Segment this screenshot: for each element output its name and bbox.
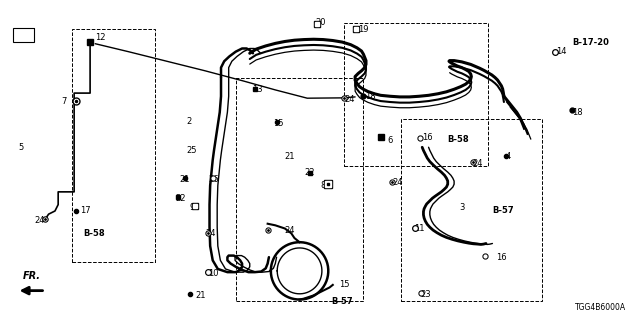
Text: 21: 21	[285, 152, 296, 161]
Text: 4: 4	[505, 152, 511, 161]
Text: 18: 18	[572, 108, 583, 117]
Text: 8: 8	[320, 181, 325, 190]
Text: 24: 24	[472, 159, 483, 168]
Text: 11: 11	[415, 224, 425, 233]
Text: 24: 24	[344, 95, 355, 104]
Text: 12: 12	[95, 33, 106, 42]
Text: 24: 24	[284, 226, 295, 235]
Text: 23: 23	[420, 290, 431, 299]
Text: 16: 16	[495, 253, 506, 262]
Bar	[236, 78, 364, 301]
Text: 24: 24	[392, 178, 403, 187]
Text: 25: 25	[186, 146, 196, 155]
Text: B-17-20: B-17-20	[572, 38, 609, 47]
Text: 3: 3	[460, 203, 465, 212]
Text: 1: 1	[19, 33, 24, 42]
Text: B-58: B-58	[84, 229, 106, 238]
Text: 15: 15	[273, 119, 284, 128]
Text: 16: 16	[422, 133, 433, 142]
Text: 24: 24	[35, 216, 45, 225]
Text: 21: 21	[195, 291, 206, 300]
Bar	[344, 23, 488, 166]
Text: 21: 21	[179, 175, 190, 184]
Text: 13: 13	[252, 85, 262, 94]
Text: 26: 26	[208, 175, 219, 184]
Text: B-57: B-57	[492, 206, 514, 215]
Text: 24: 24	[205, 229, 216, 238]
Text: 22: 22	[175, 194, 186, 203]
Text: 9: 9	[189, 203, 195, 212]
Text: TGG4B6000A: TGG4B6000A	[575, 303, 627, 312]
Text: 10: 10	[208, 268, 219, 278]
Text: 19: 19	[358, 25, 369, 34]
Text: B-58: B-58	[448, 135, 469, 144]
Text: 2: 2	[186, 117, 191, 126]
Bar	[72, 29, 156, 262]
Text: 17: 17	[81, 206, 91, 215]
Text: 20: 20	[315, 19, 325, 28]
Text: FR.: FR.	[22, 271, 40, 281]
Text: 14: 14	[556, 47, 567, 56]
Text: B-57: B-57	[332, 297, 353, 306]
Text: 6: 6	[387, 136, 392, 145]
Text: 22: 22	[304, 168, 314, 177]
Text: 7: 7	[61, 97, 67, 106]
Text: 15: 15	[339, 280, 349, 289]
Bar	[401, 119, 541, 301]
Text: 18: 18	[365, 92, 375, 101]
Text: 5: 5	[19, 143, 24, 152]
Bar	[13, 28, 34, 42]
